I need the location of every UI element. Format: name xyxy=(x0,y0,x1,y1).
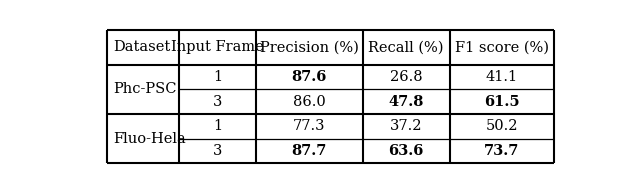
Text: 87.7: 87.7 xyxy=(292,144,327,158)
Text: 87.6: 87.6 xyxy=(292,70,327,84)
Text: 37.2: 37.2 xyxy=(390,119,422,133)
Text: 77.3: 77.3 xyxy=(293,119,326,133)
Text: Phc-PSC: Phc-PSC xyxy=(113,82,177,96)
Text: 47.8: 47.8 xyxy=(388,95,424,109)
Text: Precision (%): Precision (%) xyxy=(260,40,359,54)
Text: Recall (%): Recall (%) xyxy=(369,40,444,54)
Text: 26.8: 26.8 xyxy=(390,70,422,84)
Text: 61.5: 61.5 xyxy=(484,95,520,109)
Text: Fluo-Hela: Fluo-Hela xyxy=(113,132,186,146)
Text: 73.7: 73.7 xyxy=(484,144,519,158)
Text: 1: 1 xyxy=(213,70,222,84)
Text: 50.2: 50.2 xyxy=(485,119,518,133)
Text: 3: 3 xyxy=(213,144,222,158)
Text: 86.0: 86.0 xyxy=(293,95,326,109)
Text: Dataset: Dataset xyxy=(113,40,170,54)
Text: Input Frame: Input Frame xyxy=(172,40,264,54)
Text: F1 score (%): F1 score (%) xyxy=(454,40,548,54)
Text: 41.1: 41.1 xyxy=(486,70,518,84)
Text: 3: 3 xyxy=(213,95,222,109)
Text: 63.6: 63.6 xyxy=(388,144,424,158)
Text: 1: 1 xyxy=(213,119,222,133)
